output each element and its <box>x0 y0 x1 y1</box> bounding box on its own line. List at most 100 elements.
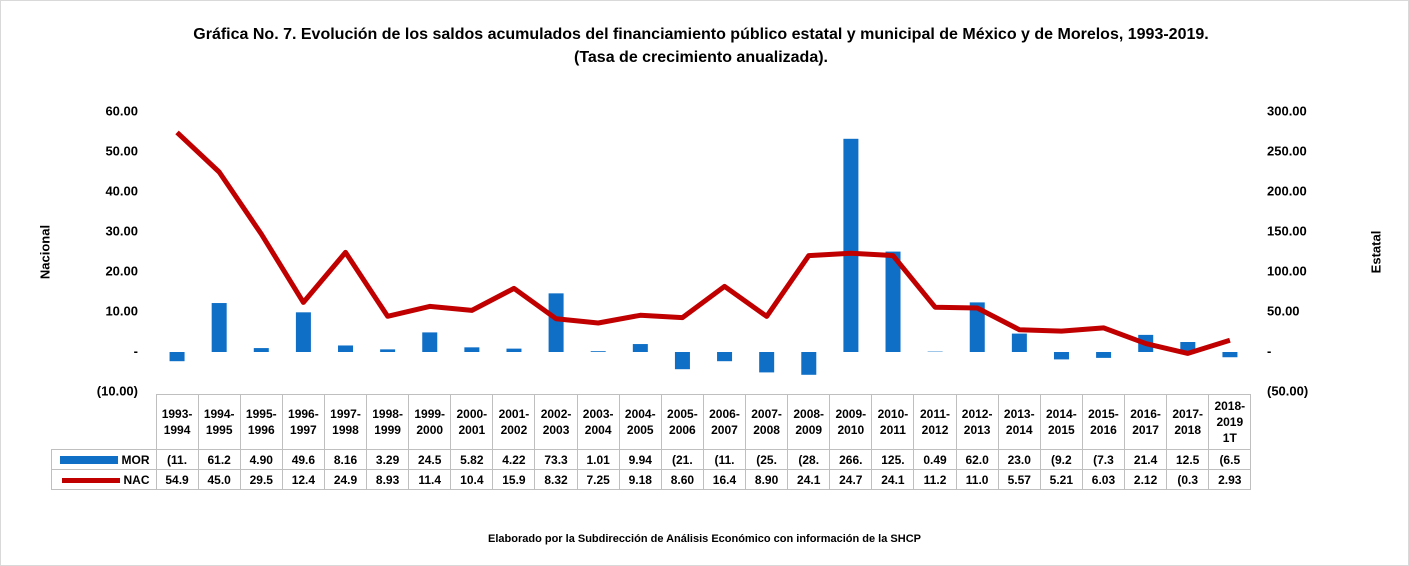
legend-entry: NAC <box>51 469 157 490</box>
category-label: 1997-1998 <box>323 394 368 450</box>
blank-cell <box>52 395 157 450</box>
value-cell: 61.2 <box>197 449 241 470</box>
category-label: 1993-1994 <box>155 394 199 450</box>
bar <box>717 352 733 362</box>
category-label: 1994-1995 <box>197 394 241 450</box>
value-cell: 12.5 <box>1166 449 1210 470</box>
value-cell: (7.3 <box>1081 449 1126 470</box>
category-label: 2010-2011 <box>871 394 915 450</box>
category-label: 2003-2004 <box>576 394 620 450</box>
value-cell: 73.3 <box>534 449 578 470</box>
bar <box>338 345 354 352</box>
y-axis-title: Nacional <box>37 225 52 279</box>
category-label: 2008-2009 <box>787 394 831 450</box>
bar <box>674 352 690 370</box>
bar <box>1053 352 1069 360</box>
bar <box>590 351 606 352</box>
bar <box>464 347 480 352</box>
value-cell: 8.32 <box>534 469 578 490</box>
legend-key <box>59 456 118 465</box>
y2-tick-label: 200.00 <box>1267 183 1307 198</box>
value-cell: 24.9 <box>323 469 368 490</box>
bar <box>885 251 901 352</box>
value-cell: 125. <box>871 449 915 470</box>
category-label: 2004-2005 <box>618 394 662 450</box>
value-cell: (9.2 <box>1039 449 1083 470</box>
value-cell: 10.4 <box>450 469 494 490</box>
y-tick-label: 10.00 <box>105 303 138 318</box>
bar <box>422 332 438 352</box>
bar <box>969 302 985 352</box>
y2-tick-label: 100.00 <box>1267 263 1307 278</box>
y-tick-label: 60.00 <box>105 103 138 118</box>
bar <box>843 138 859 352</box>
y-tick-label: - <box>134 343 138 358</box>
category-label: 1995-1996 <box>239 394 283 450</box>
value-cell: 12.4 <box>281 469 325 490</box>
value-cell: 8.60 <box>660 469 704 490</box>
value-cell: 11.0 <box>955 469 999 490</box>
bar <box>211 303 227 352</box>
legend-key <box>61 477 120 483</box>
bar <box>759 352 775 373</box>
value-cell: 3.29 <box>366 449 410 470</box>
value-cell: 15.9 <box>492 469 536 490</box>
value-cell: 11.4 <box>408 469 452 490</box>
value-cell: 29.5 <box>239 469 283 490</box>
bar <box>1222 352 1238 358</box>
category-label: 2012-2013 <box>955 394 999 450</box>
bar <box>632 344 648 352</box>
value-cell: 9.18 <box>618 469 662 490</box>
value-cell: 4.22 <box>492 449 536 470</box>
category-label: 2009-2010 <box>829 394 873 450</box>
category-label: 2013-2014 <box>997 394 1041 450</box>
value-cell: (11. <box>155 449 199 470</box>
table-row: NAC 54.9 45.0 29.5 12.4 24.9 8.93 11.4 10.4 15.9 8… <box>51 469 1252 490</box>
y2-tick-label: - <box>1267 343 1271 358</box>
value-cell: 7.25 <box>576 469 620 490</box>
y2-tick-label: 150.00 <box>1267 223 1307 238</box>
value-cell: 8.93 <box>366 469 410 490</box>
value-cell: 23.0 <box>997 449 1041 470</box>
y-tick-label: 20.00 <box>105 263 138 278</box>
category-label: 2017-2018 <box>1166 394 1210 450</box>
value-cell: 0.49 <box>913 449 957 470</box>
value-cell: 49.6 <box>281 449 325 470</box>
table-row: MOR (11. 61.2 4.90 49.6 8.16 3.29 24.5 5.82 4.22 7… <box>51 449 1252 470</box>
value-cell: 24.7 <box>829 469 873 490</box>
category-label: 1998-1999 <box>366 394 410 450</box>
bar <box>380 349 396 352</box>
bar <box>1180 342 1196 352</box>
value-cell: 54.9 <box>155 469 199 490</box>
category-label: 2018-2019 1T <box>1208 394 1252 450</box>
y-tick-label: (10.00) <box>97 383 138 398</box>
bar <box>801 352 817 375</box>
y-tick-label: 30.00 <box>105 223 138 238</box>
value-cell: (6.5 <box>1208 449 1252 470</box>
value-cell: 1.01 <box>576 449 620 470</box>
value-cell: 24.5 <box>408 449 452 470</box>
value-cell: 45.0 <box>197 469 241 490</box>
table-header-row: 1993-1994 1994-1995 1995-1996 1996-1997 1997… <box>52 394 1252 450</box>
value-cell: 8.16 <box>323 449 368 470</box>
data-table: 1993-1994 1994-1995 1995-1996 1996-1997 1997… <box>51 394 1252 490</box>
value-cell: (0.3 <box>1166 469 1210 490</box>
value-cell: 21.4 <box>1124 449 1168 470</box>
y-tick-label: 50.00 <box>105 143 138 158</box>
value-cell: 5.57 <box>997 469 1041 490</box>
value-cell: (25. <box>745 449 789 470</box>
value-cell: 11.2 <box>913 469 957 490</box>
chart-title: Gráfica No. 7. Evolución de los saldos a… <box>193 26 1209 66</box>
value-cell: 62.0 <box>955 449 999 470</box>
value-cell: 4.90 <box>239 449 283 470</box>
category-label: 2001-2002 <box>492 394 536 450</box>
value-cell: (21. <box>660 449 704 470</box>
value-cell: 2.93 <box>1208 469 1252 490</box>
legend-entry: MOR <box>51 449 157 470</box>
category-label: 2016-2017 <box>1124 394 1168 450</box>
value-cell: 2.12 <box>1124 469 1168 490</box>
category-label: 2015-2016 <box>1081 394 1126 450</box>
bar <box>548 293 564 352</box>
value-cell: 266. <box>829 449 873 470</box>
